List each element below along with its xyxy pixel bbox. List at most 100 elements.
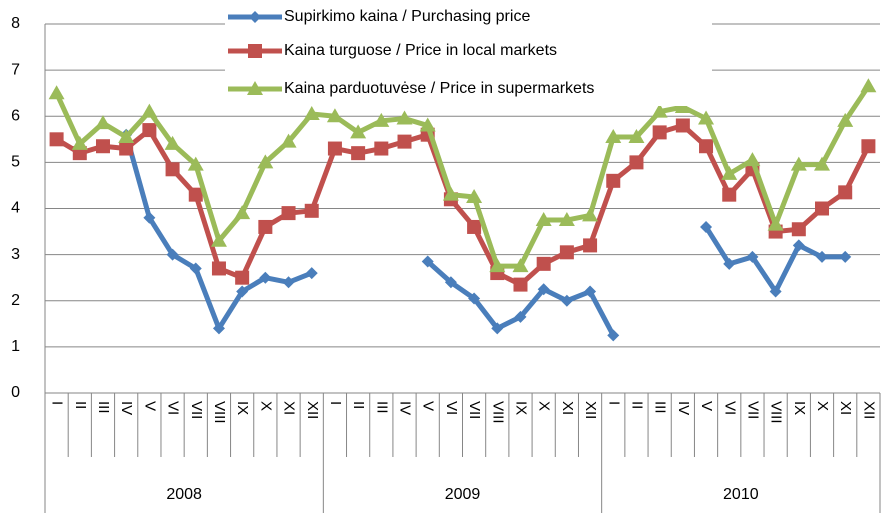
x-tick-label: IX (513, 401, 530, 415)
marker (839, 250, 852, 263)
marker (792, 239, 805, 252)
marker (466, 188, 483, 203)
marker (187, 156, 204, 171)
x-tick-label: VI (443, 401, 460, 415)
marker (767, 216, 784, 231)
x-group-label: 2008 (166, 486, 202, 503)
marker (305, 267, 318, 280)
y-tick-label: 1 (11, 338, 20, 355)
marker (234, 205, 251, 220)
marker (468, 292, 481, 305)
y-tick-label: 4 (11, 200, 20, 217)
x-group-label: 2010 (723, 486, 759, 503)
marker (467, 219, 482, 234)
x-tick-label: IV (397, 401, 414, 415)
marker (744, 152, 761, 167)
legend-label: Kaina parduotuvėse / Price in supermarke… (284, 80, 594, 97)
x-tick-label: XI (281, 401, 298, 415)
marker (651, 103, 668, 118)
marker (326, 108, 343, 123)
y-tick-label: 3 (11, 246, 20, 263)
marker (442, 186, 459, 201)
x-group-label: 2009 (445, 486, 481, 503)
x-tick-label: I (49, 401, 66, 405)
x-tick-label: III (373, 401, 390, 414)
marker (815, 201, 830, 216)
marker (491, 322, 504, 335)
y-tick-label: 2 (11, 292, 20, 309)
marker (257, 154, 274, 169)
x-tick-label: VIII (211, 401, 228, 424)
marker (721, 165, 738, 180)
marker (211, 261, 226, 276)
marker (746, 250, 759, 263)
marker (860, 78, 877, 93)
x-tick-label: I (327, 401, 344, 405)
marker (674, 99, 691, 114)
marker (327, 141, 342, 156)
marker (814, 156, 831, 171)
marker (790, 156, 807, 171)
x-tick-label: V (698, 401, 715, 411)
marker (95, 139, 110, 154)
marker (258, 219, 273, 234)
x-tick-label: II (628, 401, 645, 409)
x-tick-label: VI (721, 401, 738, 415)
legend-box (225, 3, 712, 106)
marker (397, 134, 412, 149)
marker (303, 105, 320, 120)
marker (723, 257, 736, 270)
marker (444, 276, 457, 289)
marker (212, 322, 225, 335)
x-tick-label: VII (466, 401, 483, 419)
marker (189, 262, 202, 275)
legend-label: Kaina turguose / Price in local markets (284, 42, 557, 59)
marker (861, 139, 876, 154)
marker (513, 277, 528, 292)
marker (699, 139, 714, 154)
marker (49, 132, 64, 147)
marker (421, 255, 434, 268)
x-tick-label: XII (304, 401, 321, 419)
y-tick-label: 6 (11, 107, 20, 124)
marker (537, 283, 550, 296)
marker (791, 222, 806, 237)
marker (374, 141, 389, 156)
x-tick-label: IX (234, 401, 251, 415)
marker (560, 294, 573, 307)
marker (164, 135, 181, 150)
marker (373, 112, 390, 127)
marker (280, 133, 297, 148)
marker (838, 185, 853, 200)
y-tick-label: 7 (11, 61, 20, 78)
x-tick-label: XI (559, 401, 576, 415)
x-tick-label: VII (744, 401, 761, 419)
x-tick-label: XII (582, 401, 599, 419)
marker (605, 129, 622, 144)
x-tick-label: VIII (768, 401, 785, 424)
marker (259, 271, 272, 284)
marker (698, 110, 715, 125)
marker (235, 270, 250, 285)
x-tick-label: IX (791, 401, 808, 415)
marker (558, 212, 575, 227)
x-tick-label: XII (860, 401, 877, 419)
marker (249, 11, 261, 23)
x-tick-label: V (420, 401, 437, 411)
marker (837, 112, 854, 127)
x-tick-label: XI (837, 401, 854, 415)
x-tick-label: X (536, 401, 553, 411)
y-tick-label: 0 (11, 384, 20, 401)
marker (652, 125, 667, 140)
marker (675, 118, 690, 133)
marker (350, 124, 367, 139)
x-tick-label: V (141, 401, 158, 411)
x-tick-label: IV (118, 401, 135, 415)
marker (143, 211, 156, 224)
marker (607, 329, 620, 342)
marker (512, 258, 529, 273)
marker (514, 310, 527, 323)
y-tick-label: 5 (11, 154, 20, 171)
x-tick-label: I (605, 401, 622, 405)
